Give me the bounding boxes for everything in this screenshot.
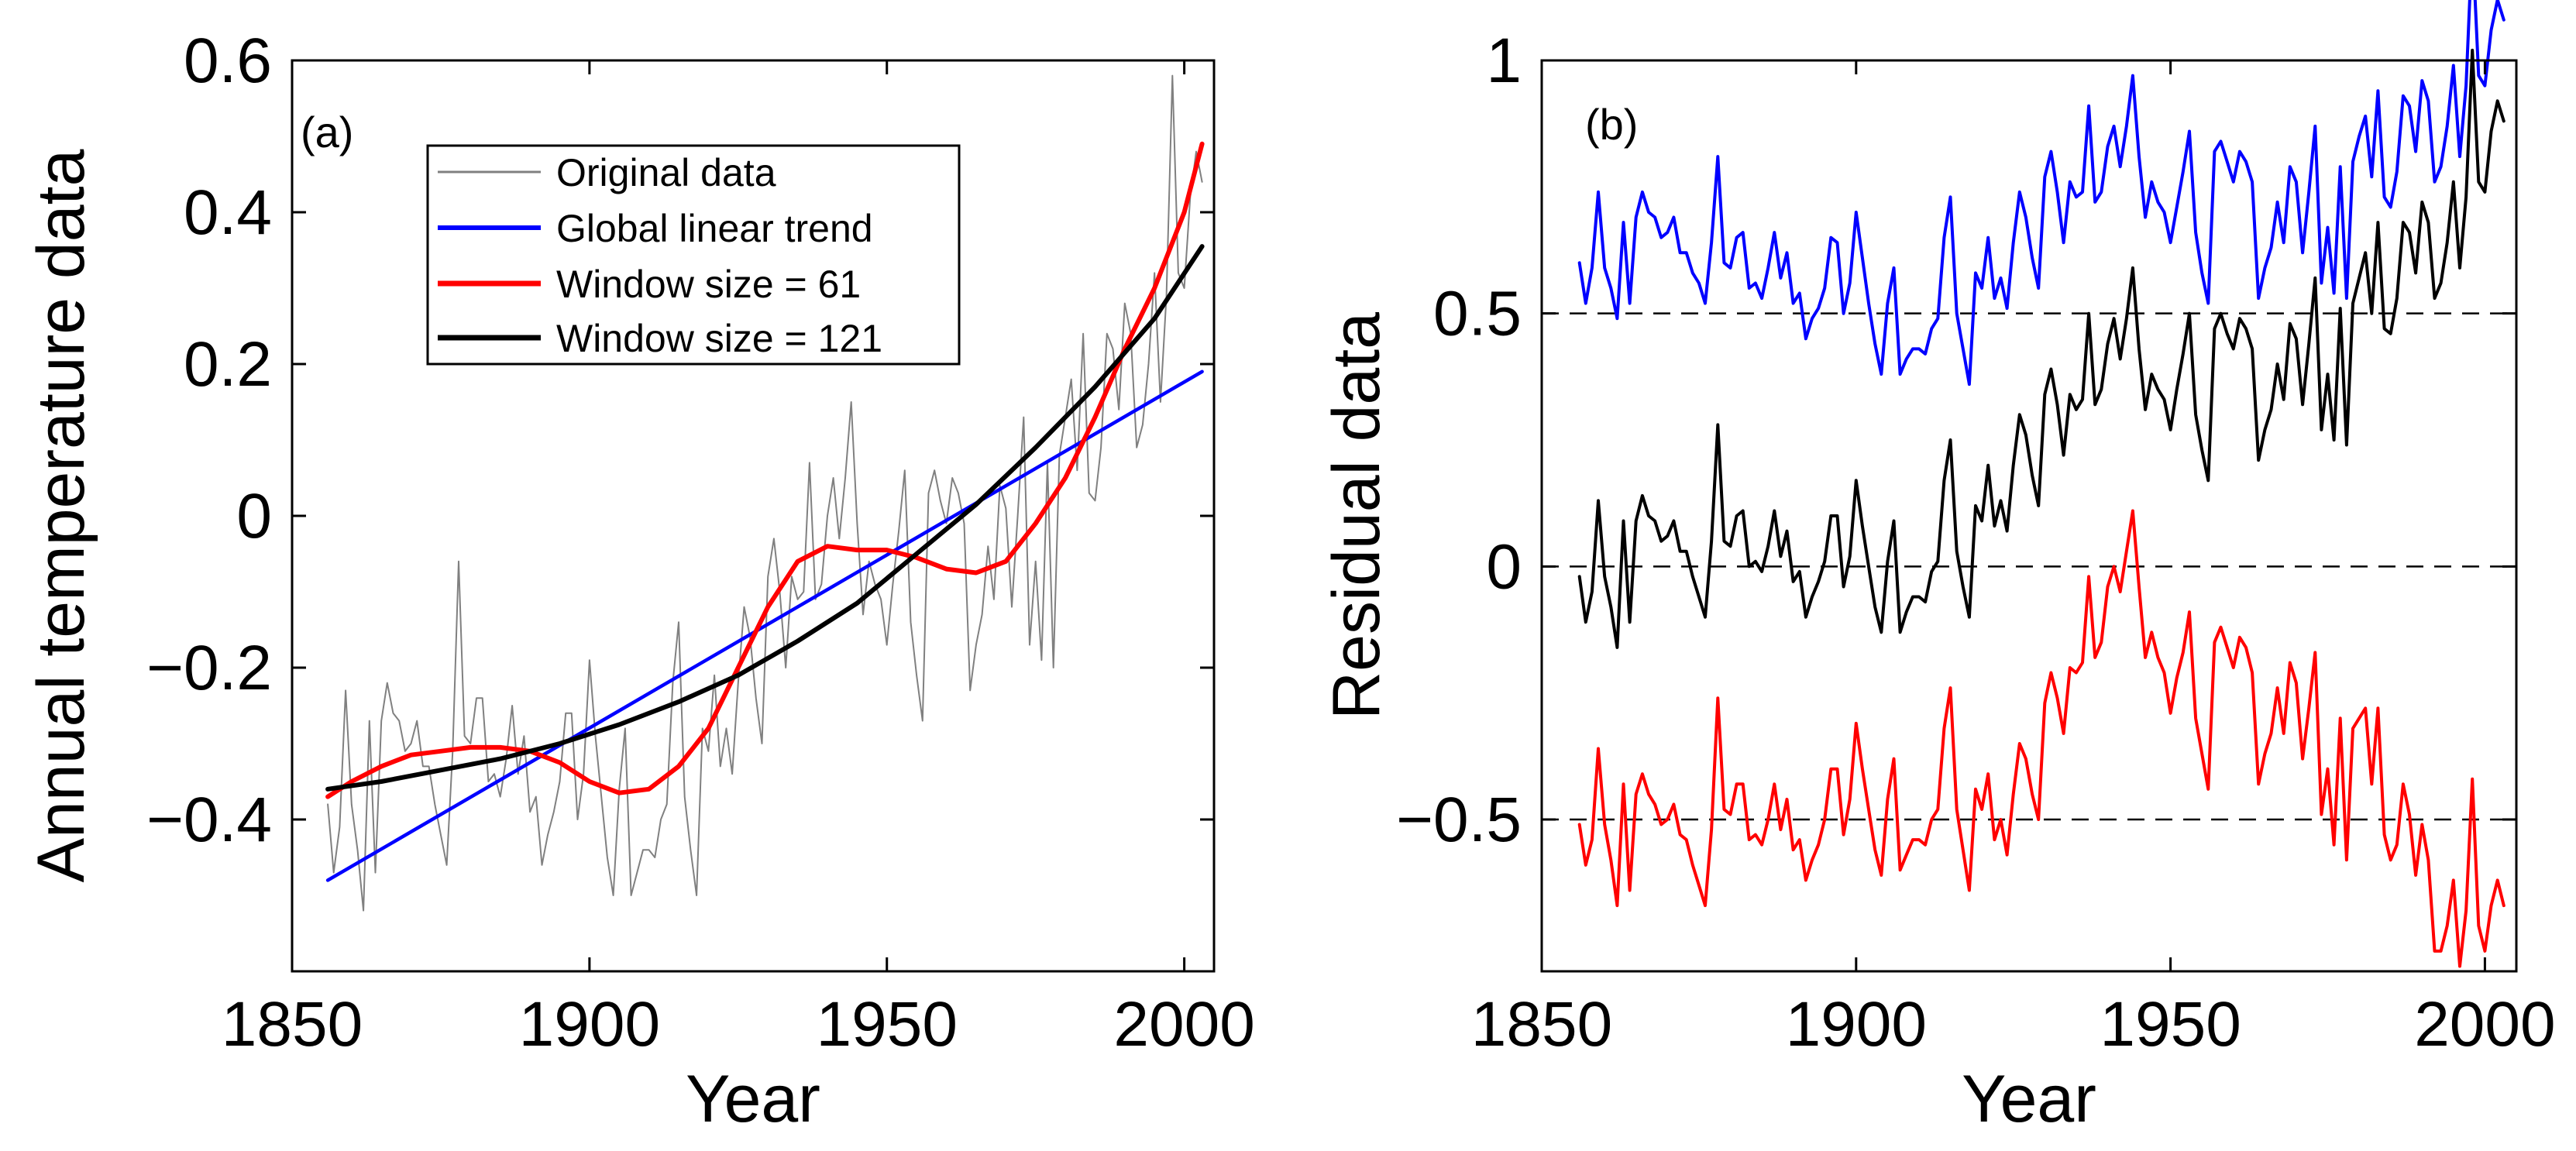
panel-a-label: (a) — [301, 108, 353, 156]
x-tick-label: 1950 — [817, 989, 958, 1060]
series-line-global-linear-trend — [325, 369, 1204, 882]
series-line-window-size-121 — [325, 244, 1205, 792]
legend-label-window-121: Window size = 121 — [556, 317, 882, 360]
series-line-residual-global-linear-trend-offset-0-5 — [1577, 0, 2505, 387]
panel-b-axes-frame — [1540, 59, 2518, 973]
panel-a-y-axis-label: Annual temperature data — [24, 149, 98, 883]
y-tick-label: 0 — [1486, 531, 1522, 602]
panel-a-ticks: 1850 1900 1950 2000 −0.4 −0.2 0 0.2 0.4 0.6 — [146, 26, 1255, 1060]
panel-b-series-group — [1577, 0, 2505, 968]
x-tick-label: 2000 — [1113, 989, 1254, 1060]
y-tick-label: 0.2 — [184, 329, 272, 400]
panel-a-chart: 1850 1900 1950 2000 −0.4 −0.2 0 0.2 0.4 0.6 (a) O… — [24, 26, 1255, 1136]
x-tick-label: 1950 — [2100, 989, 2241, 1060]
legend-label-original: Original data — [556, 151, 776, 194]
panel-b-label: (b) — [1585, 100, 1638, 149]
y-tick-label: 0.6 — [184, 26, 272, 96]
y-tick-label: 0.5 — [1433, 279, 1522, 349]
y-tick-label: 1 — [1486, 26, 1522, 96]
x-tick-label: 1900 — [519, 989, 660, 1060]
series-line-window-size-61 — [325, 141, 1205, 799]
panel-b-ticks: 1850 1900 1950 2000 −0.5 0 0.5 1 — [1396, 26, 2556, 1060]
legend-label-window-61: Window size = 61 — [556, 263, 861, 306]
panel-a-series-group — [325, 74, 1205, 912]
y-tick-label: 0.4 — [184, 177, 272, 248]
panel-a-x-axis-label: Year — [686, 1062, 820, 1136]
y-tick-label: 0 — [236, 481, 272, 551]
legend-box — [426, 144, 961, 366]
x-tick-label: 1900 — [1786, 989, 1927, 1060]
series-line-residual-window-size-61-offset-0-5 — [1577, 509, 2505, 968]
y-tick-label: −0.5 — [1396, 785, 1522, 855]
panel-b-x-axis-label: Year — [1962, 1062, 2096, 1136]
x-tick-label: 1850 — [222, 989, 363, 1060]
legend-label-linear-trend: Global linear trend — [556, 207, 873, 250]
panel-b-y-axis-label: Residual data — [1319, 312, 1394, 720]
x-tick-label: 1850 — [1471, 989, 1612, 1060]
series-line-residual-window-size-121-offset-0 — [1577, 48, 2505, 649]
y-tick-label: −0.4 — [146, 785, 272, 855]
y-tick-label: −0.2 — [146, 633, 272, 703]
x-tick-label: 2000 — [2414, 989, 2555, 1060]
panel-b-chart: 1850 1900 1950 2000 −0.5 0 0.5 1 (b) Year Resid… — [1319, 0, 2556, 1136]
panel-a-legend: Original data Global linear trend Window… — [426, 144, 961, 366]
